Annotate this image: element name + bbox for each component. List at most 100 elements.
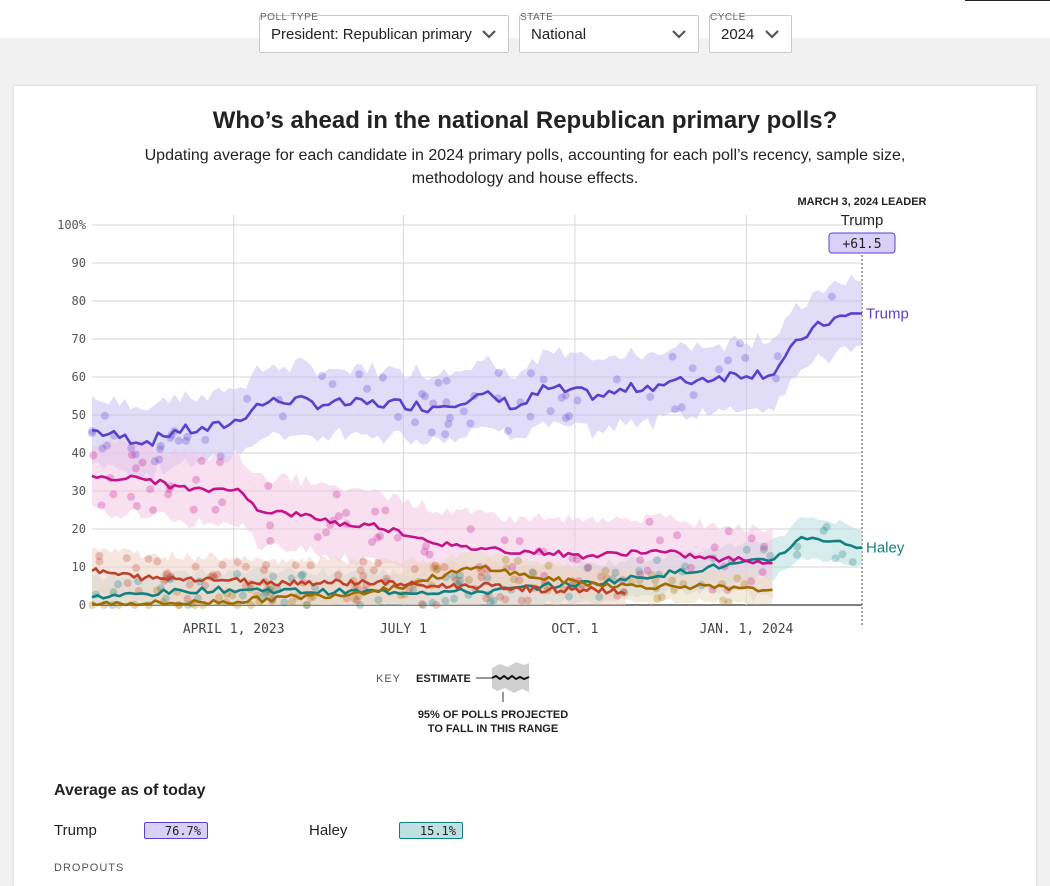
poll-type-label: POLL TYPE (260, 12, 319, 23)
y-tick-label: 30 (72, 484, 86, 498)
estimate-line-desantis (91, 474, 773, 565)
cycle-label: CYCLE (710, 12, 746, 23)
poll-dot-trump (773, 352, 782, 361)
poll-dot-trump (446, 413, 454, 422)
poll-dot-pence (597, 572, 605, 581)
poll-dot-pence (162, 571, 171, 580)
y-tick-label: 50 (72, 408, 86, 422)
poll-dot-desantis (189, 505, 198, 514)
poll-dot-ramaswamy (288, 597, 296, 606)
poll-dot-trump (156, 445, 164, 454)
poll-dot-trump (741, 353, 750, 362)
poll-dot-haley (409, 586, 417, 595)
poll-dot-haley (793, 542, 802, 551)
poll-dot-haley (238, 591, 247, 600)
poll-dot-pence (451, 576, 460, 585)
poll-dot-ramaswamy (501, 556, 510, 564)
poll-dot-pence (259, 566, 268, 575)
poll-dot-trump (201, 435, 210, 444)
poll-dot-haley (848, 558, 857, 567)
poll-dot-desantis (381, 506, 390, 515)
poll-dot-haley (611, 568, 620, 577)
poll-dot-desantis (164, 490, 173, 499)
poll-dot-haley (759, 545, 768, 554)
poll-dot-desantis (332, 490, 341, 499)
poll-dot-ramaswamy (247, 601, 255, 609)
poll-dot-pence (515, 576, 524, 585)
state-select[interactable]: STATE National (519, 12, 699, 53)
poll-dot-trump (561, 391, 570, 400)
poll-dot-desantis (127, 492, 135, 501)
cycle-value: 2024 (721, 25, 755, 43)
poll-dot-trump (183, 433, 192, 441)
poll-dot-desantis (192, 475, 201, 484)
poll-dot-trump (527, 369, 535, 378)
poll-dot-pence (477, 568, 486, 577)
poll-dot-trump (378, 373, 387, 382)
poll-dot-trump (539, 375, 548, 384)
average-title: Average as of today (54, 782, 206, 799)
poll-dot-trump (715, 365, 724, 374)
poll-dot-desantis (636, 556, 645, 565)
poll-type-select[interactable]: POLL TYPE President: Republican primary (259, 12, 509, 53)
poll-dot-haley (681, 562, 689, 571)
poll-dot-haley (280, 598, 289, 607)
poll-dot-haley (450, 594, 458, 603)
poll-dot-trump (278, 412, 287, 421)
poll-dot-ramaswamy (657, 593, 666, 602)
poll-dot-desantis (645, 517, 654, 526)
poll-dot-desantis (313, 533, 322, 542)
poll-dot-desantis (573, 555, 582, 564)
poll-dot-pence (496, 592, 505, 601)
x-tick-label: OCT. 1 (551, 622, 598, 637)
poll-dot-ramaswamy (510, 575, 518, 584)
poll-dot-trump (156, 441, 165, 450)
poll-dot-pence (241, 562, 250, 571)
x-tick-label: JULY 1 (380, 622, 427, 637)
poll-dot-trump (442, 398, 451, 407)
poll-dot-haley (114, 580, 122, 589)
poll-dot-ramaswamy (228, 591, 237, 600)
poll-dot-pence (482, 594, 491, 603)
poll-dot-pence (405, 585, 414, 594)
poll-dot-desantis (266, 536, 275, 545)
poll-dot-desantis (97, 501, 106, 510)
poll-dot-trump (127, 444, 136, 452)
key-label: KEY (376, 673, 402, 685)
poll-dot-desantis (266, 521, 274, 530)
y-tick-label: 90 (72, 256, 86, 270)
poll-dot-trump (394, 412, 403, 421)
poll-dot-trump (689, 391, 698, 400)
poll-dot-trump (494, 368, 503, 377)
poll-dot-pence (185, 580, 194, 589)
poll-dot-trump (688, 364, 697, 373)
poll-dot-trump (318, 372, 326, 380)
poll-dot-ramaswamy (653, 594, 662, 603)
range-band-trump (92, 274, 862, 485)
poll-dot-trump (442, 376, 451, 385)
poll-dot-pence (410, 565, 419, 574)
cycle-select[interactable]: CYCLE 2024 (709, 12, 792, 53)
poll-dot-ramaswamy (191, 601, 200, 609)
poll-dot-haley (303, 601, 312, 609)
chevron-down-icon (765, 30, 779, 39)
key-range-line-2: TO FALL IN THIS RANGE (427, 723, 559, 735)
poll-dot-desantis (710, 543, 719, 552)
poll-dot-haley (635, 567, 644, 576)
poll-dot-trump (772, 374, 780, 383)
chevron-down-icon (482, 30, 496, 39)
y-tick-label: 80 (72, 294, 86, 308)
poll-dot-pence (122, 554, 131, 563)
poll-dot-desantis (466, 525, 475, 534)
poll-dot-ramaswamy (733, 574, 742, 583)
poll-dot-trump (504, 427, 513, 435)
estimate-line-haley (91, 535, 863, 600)
poll-dot-haley (489, 596, 498, 605)
state-label: STATE (520, 12, 554, 23)
poll-dot-desantis (89, 451, 98, 460)
poll-dot-haley (233, 570, 241, 578)
poll-dot-pence (374, 559, 382, 568)
poll-dot-desantis (425, 550, 434, 559)
average-badge-haley: 15.1% (399, 822, 463, 839)
poll-dot-ramaswamy (719, 596, 727, 605)
